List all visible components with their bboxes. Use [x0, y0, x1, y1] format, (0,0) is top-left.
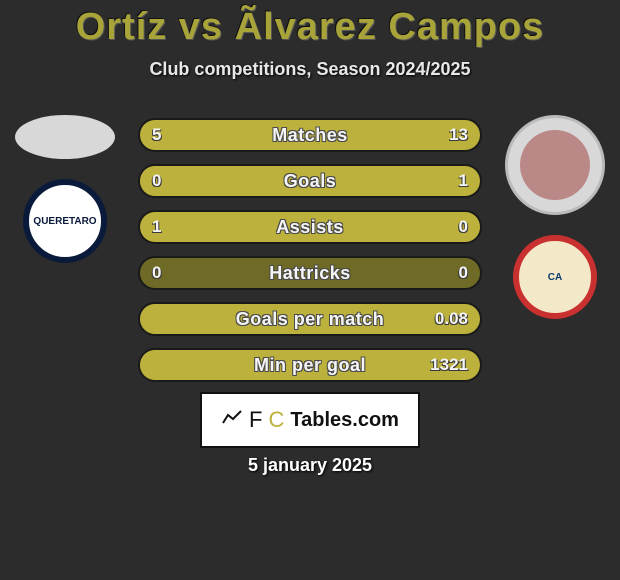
left-player-column: QUERETARO: [10, 115, 120, 263]
date-text: 5 january 2025: [0, 455, 620, 476]
left-player-avatar: [15, 115, 115, 159]
brand-f: F: [249, 407, 262, 433]
stat-label: Min per goal: [140, 350, 480, 380]
stat-bar: 513Matches: [138, 118, 482, 152]
brand-logo-icon: [221, 409, 243, 432]
left-team-crest: QUERETARO: [23, 179, 107, 263]
left-crest-label: QUERETARO: [33, 216, 96, 227]
brand-c: C: [269, 407, 285, 433]
brand-watermark: FCTables.com: [200, 392, 420, 448]
stat-label: Assists: [140, 212, 480, 242]
stat-bar: 1321Min per goal: [138, 348, 482, 382]
avatar-face-placeholder: [520, 130, 590, 200]
stat-bar: 00Hattricks: [138, 256, 482, 290]
stat-label: Hattricks: [140, 258, 480, 288]
stat-bars-container: 513Matches 01Goals 10Assists 00Hattricks 0.0…: [138, 118, 482, 394]
stat-bar: 10Assists: [138, 210, 482, 244]
brand-rest: Tables.com: [290, 409, 399, 432]
stat-bar: 01Goals: [138, 164, 482, 198]
subtitle: Club competitions, Season 2024/2025: [0, 59, 620, 80]
page-title: Ortíz vs Ãlvarez Campos: [0, 0, 620, 49]
stat-label: Matches: [140, 120, 480, 150]
right-player-avatar: [505, 115, 605, 215]
right-team-crest: CA: [513, 235, 597, 319]
stat-label: Goals: [140, 166, 480, 196]
right-player-column: CA: [500, 115, 610, 319]
right-crest-label: CA: [548, 272, 562, 283]
stat-bar: 0.08Goals per match: [138, 302, 482, 336]
stat-label: Goals per match: [140, 304, 480, 334]
